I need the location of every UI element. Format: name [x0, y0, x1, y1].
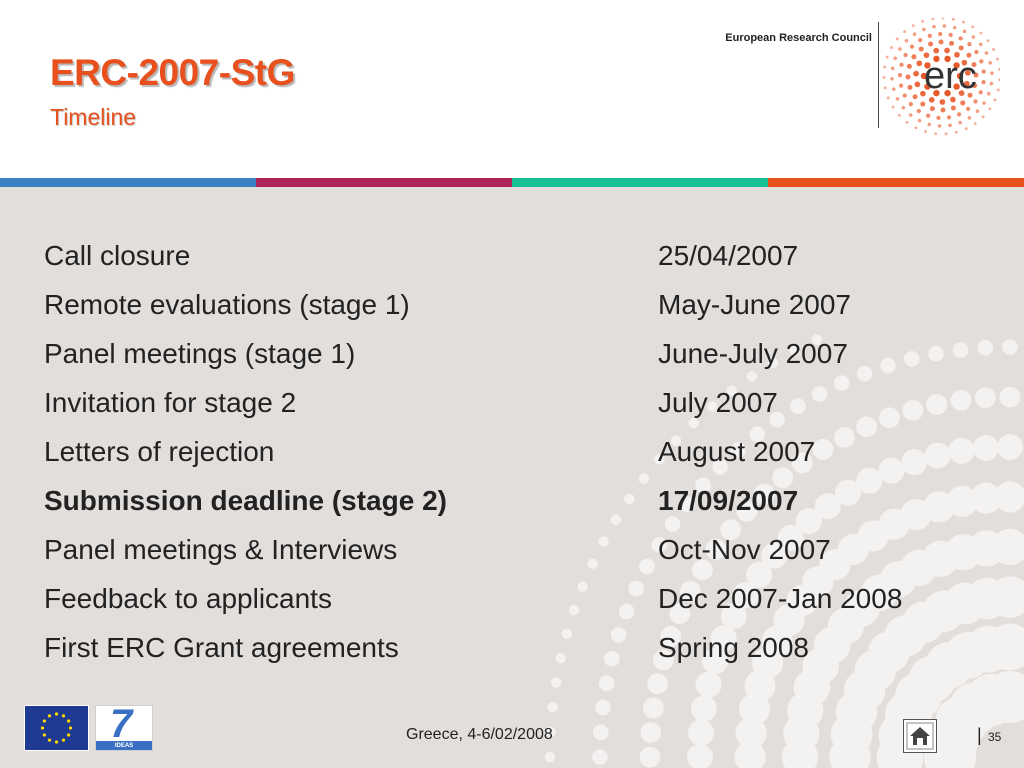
timeline-date: 17/09/2007 [658, 485, 799, 516]
timeline-milestone: Remote evaluations (stage 1) [44, 289, 410, 320]
timeline-milestone: Feedback to applicants [44, 583, 332, 614]
stripe-green [512, 178, 768, 187]
page-separator: | [977, 725, 982, 745]
stripe-blue [0, 178, 256, 187]
background-bubbles [544, 334, 1024, 768]
fp7-number: 7 [110, 705, 133, 746]
slide-title: ERC-2007-StG [50, 52, 295, 93]
fp7-caption: IDEAS [114, 743, 134, 749]
timeline-milestone: First ERC Grant agreements [44, 632, 399, 663]
slide-subtitle: Timeline [50, 104, 137, 130]
logo-divider [878, 22, 879, 128]
timeline-list: Call closure 25/04/2007 Remote evaluations… [44, 240, 984, 681]
timeline-row: Letters of rejection August 2007 [44, 436, 984, 485]
timeline-date: Spring 2008 [658, 632, 810, 663]
timeline-date: May-June 2007 [658, 289, 852, 320]
color-stripe [0, 178, 1024, 187]
timeline-date: July 2007 [658, 387, 778, 418]
eu-flag-icon [24, 705, 89, 751]
timeline-milestone: Panel meetings & Interviews [44, 534, 398, 565]
timeline-row: Submission deadline (stage 2) 17/09/2007 [44, 485, 984, 534]
slide-body: Call closure 25/04/2007 Remote evaluations… [0, 187, 1024, 768]
timeline-row: Panel meetings & Interviews Oct-Nov 2007 [44, 534, 984, 583]
timeline-date: June-July 2007 [658, 338, 848, 369]
timeline-date: 25/04/2007 [658, 240, 799, 271]
timeline-row: First ERC Grant agreements Spring 2008 [44, 632, 984, 681]
timeline-date: Dec 2007-Jan 2008 [658, 583, 903, 614]
timeline-milestone: Panel meetings (stage 1) [44, 338, 356, 369]
timeline-row: Feedback to applicants Dec 2007-Jan 2008 [44, 583, 984, 632]
timeline-date: Oct-Nov 2007 [658, 534, 831, 565]
organization-name: European Research Council [725, 32, 872, 44]
timeline-milestone: Submission deadline (stage 2) [44, 485, 447, 516]
footer-event: Greece, 4-6/02/2008 [406, 726, 553, 743]
erc-logo-dots [882, 18, 1000, 136]
bubble-pattern [544, 334, 1024, 768]
timeline-row: Remote evaluations (stage 1) May-June 200… [44, 289, 984, 338]
timeline-row: Invitation for stage 2 July 2007 [44, 387, 984, 436]
timeline-milestone: Invitation for stage 2 [44, 387, 297, 418]
erc-logo-text: erc [924, 55, 977, 97]
slide-header: ERC-2007-StG Timeline European Research … [0, 0, 1024, 178]
home-button[interactable] [903, 719, 937, 753]
home-icon [906, 722, 934, 750]
stripe-magenta [256, 178, 512, 187]
page-number: 35 [988, 730, 1002, 744]
footer-logos: 7 IDEAS [24, 705, 153, 751]
timeline-row: Panel meetings (stage 1) June-July 2007 [44, 338, 984, 387]
timeline-date: August 2007 [658, 436, 816, 467]
stripe-orange [768, 178, 1024, 187]
erc-logo: erc [882, 18, 1000, 136]
timeline-milestone: Call closure [44, 240, 191, 271]
timeline-row: Call closure 25/04/2007 [44, 240, 984, 289]
timeline-milestone: Letters of rejection [44, 436, 275, 467]
fp7-ideas-logo: 7 IDEAS [95, 705, 153, 751]
